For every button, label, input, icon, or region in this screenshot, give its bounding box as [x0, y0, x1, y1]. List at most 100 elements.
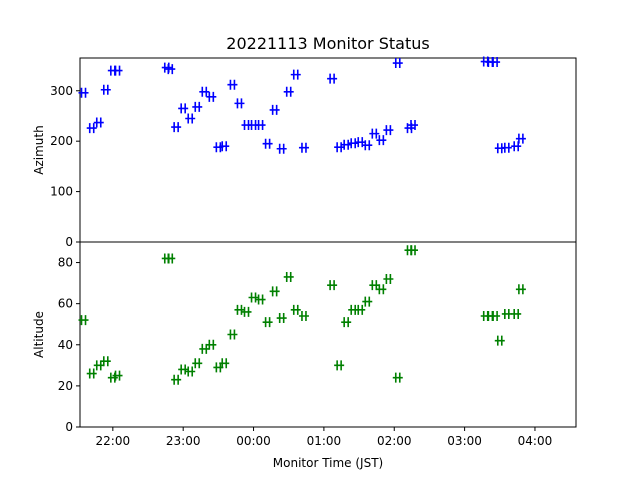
data-point	[515, 133, 526, 144]
data-point	[248, 292, 259, 303]
data-point	[355, 304, 366, 315]
data-point	[383, 125, 394, 136]
data-point	[86, 123, 97, 134]
data-point	[408, 245, 419, 256]
x-tick-label: 03:00	[447, 434, 482, 448]
data-point	[362, 140, 373, 151]
data-point	[171, 122, 182, 133]
y-tick-label: 20	[58, 379, 73, 393]
data-point	[327, 73, 338, 84]
data-point	[369, 280, 380, 291]
panel-1: 0 20 40 60 80 Altitude	[32, 241, 577, 434]
x-tick-label: 02:00	[377, 434, 412, 448]
data-point	[86, 368, 97, 379]
axes-frame	[79, 241, 577, 428]
data-point	[100, 356, 111, 367]
data-point	[511, 141, 522, 152]
data-point	[490, 311, 501, 321]
data-point	[392, 58, 403, 69]
data-point	[227, 79, 238, 90]
data-point	[334, 142, 345, 153]
data-point	[112, 65, 123, 76]
x-tick-label: 04:00	[518, 434, 553, 448]
x-tick-label: 22:00	[96, 434, 131, 448]
data-point	[199, 86, 210, 97]
data-point	[78, 315, 89, 326]
data-point	[93, 360, 104, 371]
data-point	[327, 280, 338, 291]
data-point	[262, 317, 273, 328]
chart-title: 20221113 Monitor Status	[226, 34, 429, 53]
data-point	[515, 284, 526, 295]
data-point	[348, 138, 359, 149]
data-point	[219, 358, 230, 369]
data-point	[355, 137, 366, 148]
data-point	[206, 339, 217, 350]
x-tick-label: 01:00	[307, 434, 342, 448]
data-point	[369, 128, 380, 139]
data-point	[112, 370, 123, 381]
data-point	[185, 366, 196, 377]
data-point	[269, 286, 280, 297]
y-tick-label: 100	[50, 185, 73, 199]
data-point	[161, 62, 172, 73]
data-point	[290, 69, 301, 80]
data-point	[234, 98, 245, 109]
data-point	[78, 87, 89, 98]
data-point	[298, 142, 309, 153]
y-axis-label: Azimuth	[32, 125, 46, 174]
data-point	[185, 113, 196, 124]
y-tick-label: 0	[65, 420, 73, 434]
y-tick-label: 60	[58, 297, 73, 311]
data-point	[376, 284, 387, 295]
data-point	[501, 308, 512, 319]
data-point	[283, 271, 294, 282]
data-point	[276, 143, 287, 154]
data-point	[255, 120, 266, 131]
data-point	[298, 311, 309, 321]
data-point	[392, 372, 403, 383]
data-point	[276, 313, 287, 324]
data-point	[178, 364, 189, 375]
data-point	[165, 64, 176, 75]
data-point	[171, 374, 182, 385]
y-tick-label: 300	[50, 84, 73, 98]
data-point	[165, 253, 176, 264]
data-point	[383, 274, 394, 284]
data-point	[283, 86, 294, 97]
y-tick-label: 80	[58, 256, 73, 270]
panel-0: 0 100 200 300 Azimuth	[32, 56, 577, 249]
data-point	[269, 104, 280, 115]
x-tick-label: 00:00	[236, 434, 271, 448]
data-point	[241, 306, 252, 317]
data-point	[511, 308, 522, 319]
data-point	[219, 141, 230, 152]
data-point	[341, 139, 352, 150]
data-point	[408, 120, 419, 131]
y-axis-label: Altitude	[32, 311, 46, 358]
data-point	[376, 135, 387, 146]
data-point	[490, 57, 501, 68]
data-point	[178, 103, 189, 114]
y-tick-label: 0	[65, 235, 73, 249]
y-tick-label: 40	[58, 338, 73, 352]
x-tick-label: 23:00	[166, 434, 201, 448]
data-point	[192, 358, 203, 369]
data-point	[362, 296, 373, 307]
data-point	[234, 304, 245, 315]
y-tick-label: 200	[50, 134, 73, 148]
data-point	[290, 304, 301, 315]
x-axis-label: Monitor Time (JST)	[273, 456, 383, 470]
data-point	[341, 317, 352, 328]
data-point	[494, 335, 505, 346]
data-point	[107, 372, 118, 383]
data-point	[192, 101, 203, 112]
data-point	[206, 91, 217, 102]
data-point	[501, 142, 512, 153]
panels: 0 100 200 300 Azimuth 0 20 40 60 80 Altitude 22:00 2…	[32, 56, 577, 448]
data-point	[199, 343, 210, 354]
data-point	[93, 117, 104, 128]
data-point	[262, 138, 273, 149]
data-point	[334, 360, 345, 371]
